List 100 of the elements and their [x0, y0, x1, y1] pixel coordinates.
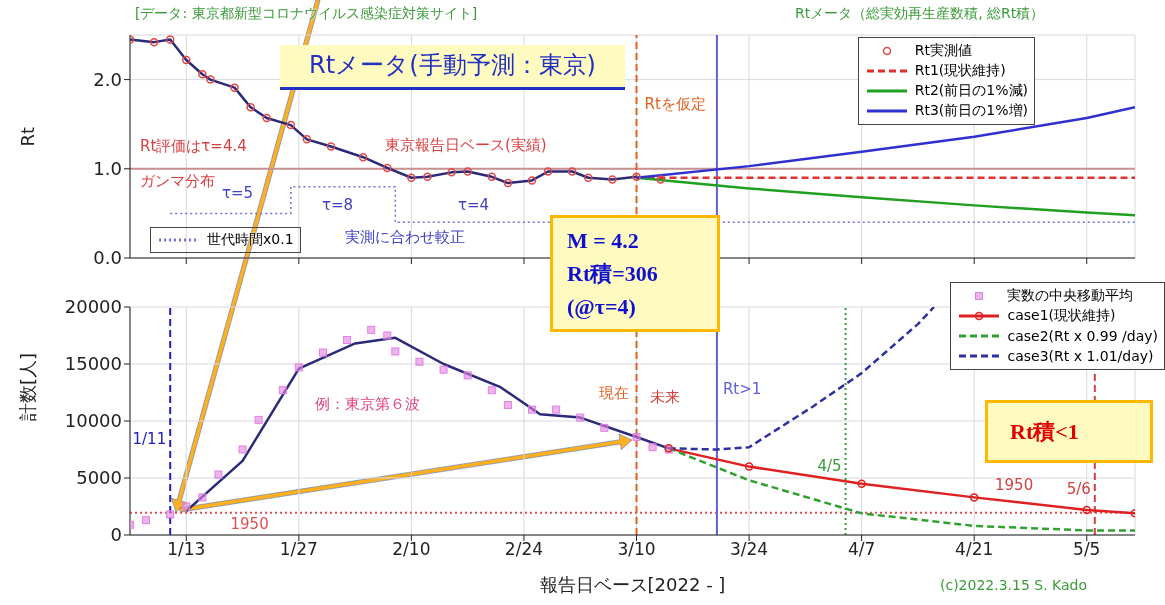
point [632, 432, 641, 441]
x-tick-label: 1/27 [279, 539, 318, 560]
annotation: τ=8 [322, 196, 354, 214]
point [343, 336, 352, 345]
point [503, 401, 512, 410]
ref-line-label: 現在 [598, 384, 629, 403]
y-tick-label: 20000 [64, 296, 122, 318]
title-box: Rtメータ(手動予測：東京) [280, 45, 625, 90]
point [543, 167, 553, 176]
point [142, 516, 151, 525]
point [407, 173, 416, 182]
annotation: τ=4 [458, 196, 490, 214]
point [969, 493, 979, 502]
legend-label: case2(Rt x 0.99 /day) [1007, 328, 1158, 344]
point [528, 405, 536, 414]
legend-label: Rt実測値 [914, 42, 972, 60]
point [198, 70, 207, 79]
point [576, 413, 585, 422]
y-tick-label: 5000 [76, 467, 122, 489]
point [503, 178, 513, 188]
ref-line-label: Rtを仮定 [644, 94, 706, 113]
y-axis-title: 計数[人] [17, 352, 39, 421]
legend-label: Rt2(前日の1%減) [914, 82, 1028, 100]
point [278, 386, 287, 395]
legend-label: Rt3(前日の1%増) [914, 102, 1028, 120]
point [358, 152, 368, 162]
y-tick-label: 1.0 [93, 158, 122, 180]
note-box: Rt積<1 [985, 400, 1153, 463]
annotation: 例：東京第６波 [315, 395, 420, 413]
x-tick-label: 5/5 [1073, 539, 1101, 560]
point [286, 120, 296, 130]
point [294, 363, 303, 372]
point [487, 172, 497, 182]
point [648, 443, 657, 452]
y-tick-label: 0.0 [93, 247, 122, 269]
point [238, 445, 247, 454]
annotation: ガンマ分布 [140, 172, 215, 190]
point [262, 113, 271, 123]
y-tick-label: 0 [110, 524, 122, 546]
point [214, 470, 223, 479]
point [744, 462, 754, 471]
point [656, 175, 665, 184]
annotation: 実測に合わせ較正 [345, 228, 465, 246]
x-tick-label: 3/24 [729, 539, 769, 560]
point [608, 175, 617, 184]
point [527, 176, 537, 185]
ref-line-label: 5/6 [1066, 479, 1091, 498]
legend-label: 実数の中央移動平均 [1007, 287, 1134, 305]
ref-line-label: 1/11 [132, 429, 167, 448]
x-tick-label: 1/13 [167, 539, 206, 560]
point [463, 167, 472, 176]
point [165, 35, 175, 44]
point [415, 357, 424, 366]
annotation: 未来 [650, 388, 680, 406]
legend-label: case3(Rt x 1.01/day) [1007, 348, 1154, 364]
text: Rtメータ（総実効再生産数積, 総Rt積） [795, 5, 1045, 21]
annotation: Rt積<1 [1010, 419, 1079, 444]
point [567, 167, 577, 176]
annotation: Rt評価はτ=4.4 [140, 137, 247, 155]
point [166, 510, 175, 519]
y-tick-label: 2.0 [93, 68, 122, 90]
annotation: 1950 [995, 476, 1034, 494]
point [182, 502, 191, 511]
point [367, 325, 376, 334]
point [198, 493, 207, 502]
point [1082, 505, 1092, 515]
point [182, 55, 191, 65]
point [383, 331, 392, 340]
annotation: τ=5 [222, 184, 254, 202]
point [600, 423, 609, 432]
annotation: M = 4.2 Rt積=306 (@τ=4) [567, 228, 658, 319]
point [423, 172, 432, 182]
annotation: 東京報告日ベース(実績) [385, 136, 547, 154]
point [302, 135, 312, 144]
point [447, 168, 456, 177]
y-tick-label: 15000 [64, 353, 122, 375]
note-box: M = 4.2 Rt積=306 (@τ=4) [550, 215, 720, 332]
y-axis-title: Rt [17, 126, 39, 147]
legend-label: Rt1(現状維持) [914, 62, 1006, 80]
point [246, 103, 255, 112]
point [206, 75, 215, 84]
y-tick-label: 10000 [64, 410, 122, 432]
point [326, 142, 336, 151]
point [149, 37, 159, 47]
x-tick-label: 4/7 [847, 539, 876, 560]
point [584, 173, 593, 182]
text: (c)2022.3.15 S. Kado [940, 577, 1088, 593]
point [230, 83, 239, 92]
x-tick-label: 2/10 [392, 539, 431, 560]
point [318, 348, 327, 357]
point [632, 172, 641, 182]
legend-label: case1(現状維持) [1007, 307, 1116, 325]
ref-line-label: Rt>1 [722, 379, 762, 398]
point [254, 415, 263, 424]
point [391, 347, 400, 356]
x-axis-title: 報告日ベース[2022 - ] [539, 574, 726, 595]
point [439, 365, 448, 374]
x-tick-label: 3/10 [617, 539, 656, 560]
x-tick-label: 2/24 [504, 539, 544, 560]
ref-line-label: 4/5 [817, 457, 842, 476]
